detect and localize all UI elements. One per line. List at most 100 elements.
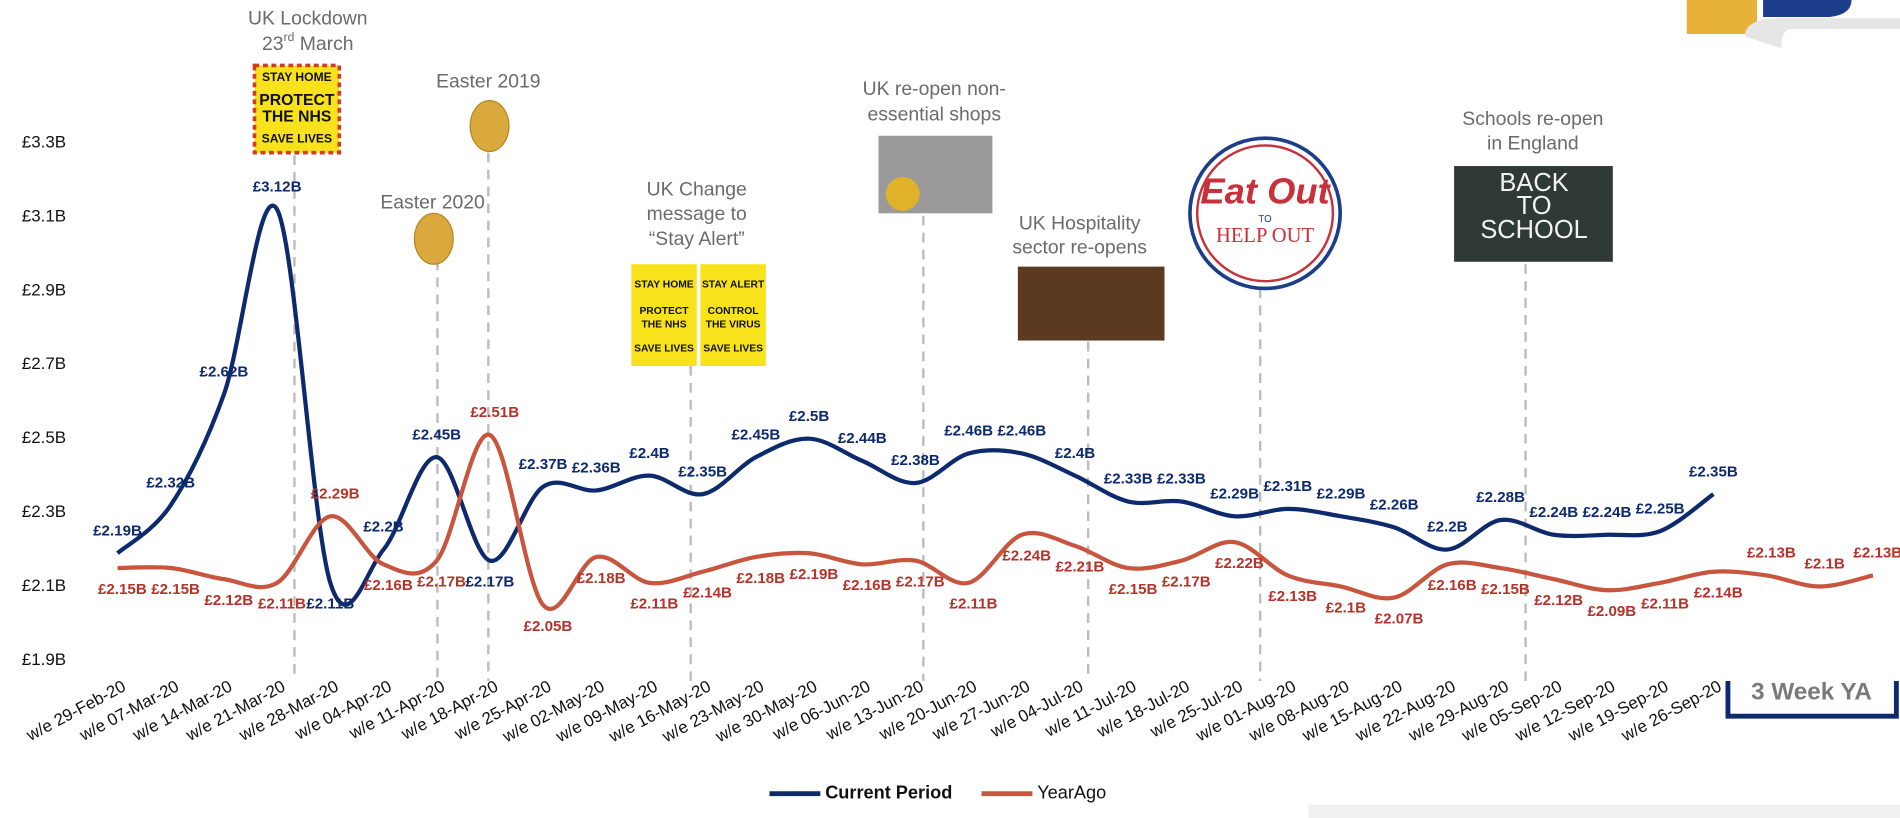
- data-label: £2.15B: [1481, 581, 1530, 598]
- data-label: £2.35B: [678, 463, 727, 480]
- logo: [1686, 0, 1900, 49]
- data-label: £2.18B: [736, 570, 785, 587]
- annotation: Easter 2019: [436, 71, 540, 93]
- annotation: BACK: [1499, 169, 1568, 197]
- logo-circle: [1188, 136, 1342, 291]
- series-line: [116, 203, 1715, 607]
- data-label: £2.19B: [93, 522, 142, 539]
- y-tick-label: £3.3B: [22, 133, 66, 152]
- data-label: £2.29B: [1210, 485, 1259, 502]
- data-label: £2.17B: [896, 573, 945, 590]
- data-label: £2.11B: [306, 596, 354, 613]
- data-label: £2.24B: [1583, 504, 1632, 521]
- data-label: £2.29B: [311, 485, 360, 502]
- annotation: THE NHS: [262, 109, 331, 126]
- data-label: £2.4B: [1055, 445, 1095, 462]
- annotation: “Stay Alert”: [649, 228, 745, 250]
- poster: [252, 63, 342, 155]
- data-label: £2.16B: [843, 577, 892, 594]
- annotation-part: 23: [262, 33, 284, 55]
- data-label: £2.46B: [997, 423, 1046, 440]
- data-label: £2.18B: [577, 570, 626, 587]
- data-label: £2.29B: [1317, 485, 1366, 502]
- data-label: £2.45B: [412, 426, 461, 443]
- image: [1454, 166, 1613, 262]
- data-label: £2.24B: [1529, 504, 1578, 521]
- annotation: Schools re-open: [1462, 108, 1603, 130]
- data-label: £2.11B: [258, 596, 306, 613]
- data-label: £2.05B: [524, 618, 573, 635]
- data-label: £2.17B: [417, 573, 466, 590]
- annotation: STAY HOME: [634, 280, 693, 291]
- series-line: [117, 432, 1874, 611]
- data-label: £2.11B: [950, 596, 998, 613]
- data-label: £2.35B: [1689, 463, 1738, 480]
- data-label: £3.12B: [253, 179, 302, 196]
- data-label: £2.45B: [731, 426, 780, 443]
- legend-label: Current Period: [825, 783, 952, 803]
- annotation: Eat Out: [1200, 171, 1331, 212]
- y-tick-label: £2.1B: [22, 576, 66, 595]
- ya-bracket: [1725, 681, 1899, 719]
- data-label: £2.44B: [838, 430, 887, 447]
- logo-shape: [1744, 18, 1900, 49]
- annotation: STAY HOME: [262, 70, 332, 84]
- annotation-part: March: [294, 33, 353, 55]
- image: [885, 176, 920, 211]
- data-label: £2.12B: [1534, 592, 1583, 609]
- poster: [700, 264, 766, 366]
- data-label: £2.5B: [789, 408, 829, 425]
- data-label: £2.13B: [1268, 588, 1317, 605]
- data-label: £2.4B: [629, 445, 669, 462]
- data-label: £2.33B: [1104, 471, 1153, 488]
- data-label: £2.17B: [1162, 573, 1211, 590]
- data-label: £2.38B: [891, 452, 940, 469]
- annotation: THE NHS: [641, 320, 686, 331]
- y-tick-label: £2.7B: [22, 354, 66, 373]
- data-label: £2.14B: [1694, 585, 1743, 602]
- data-label: £2.33B: [1157, 471, 1206, 488]
- annotation: 23rd March: [262, 30, 354, 55]
- data-label: £2.16B: [1428, 577, 1477, 594]
- egg: [469, 100, 510, 153]
- data-label: £2.37B: [519, 456, 568, 473]
- data-label: £2.12B: [204, 592, 253, 609]
- annotation-part: rd: [284, 30, 295, 44]
- y-tick-label: £2.3B: [22, 502, 66, 521]
- data-label: £2.22B: [1215, 555, 1264, 572]
- data-label: £2.25B: [1636, 500, 1685, 517]
- data-label: £2.11B: [1641, 596, 1689, 613]
- y-tick-label: £1.9B: [22, 650, 66, 669]
- annotation: SAVE LIVES: [262, 132, 332, 146]
- legend-label: YearAgo: [1037, 783, 1106, 803]
- data-label: £2.13B: [1747, 545, 1796, 562]
- data-label: £2.15B: [98, 581, 147, 598]
- data-label: £2.13B: [1853, 545, 1900, 562]
- annotation: TO: [1517, 192, 1552, 220]
- data-label: £2.15B: [151, 581, 200, 598]
- annotation: CONTROL: [708, 306, 759, 317]
- logo-shape: [1686, 0, 1758, 34]
- annotation: UK Lockdown: [248, 8, 368, 30]
- poster: [631, 264, 697, 366]
- annotation: in England: [1487, 132, 1579, 154]
- annotation: UK re-open non-: [863, 78, 1006, 100]
- annotation: essential shops: [867, 103, 1001, 125]
- data-label: £2.07B: [1375, 610, 1424, 627]
- annotation: message to: [647, 203, 747, 225]
- annotation: HELP OUT: [1216, 225, 1315, 247]
- annotation: SAVE LIVES: [703, 344, 763, 355]
- annotation: sector re-opens: [1012, 237, 1147, 259]
- data-label: £2.28B: [1476, 489, 1525, 506]
- data-label: £2.51B: [470, 404, 519, 421]
- ya-note: 3 Week YA: [1751, 679, 1872, 706]
- annotation: PROTECT: [259, 92, 335, 109]
- data-label: £2.17B: [466, 573, 515, 590]
- data-label: £2.24B: [1002, 548, 1051, 565]
- data-label: £2.46B: [944, 423, 993, 440]
- data-label: £2.16B: [364, 577, 413, 594]
- data-label: £2.19B: [790, 566, 839, 583]
- annotation: Easter 2020: [380, 192, 485, 214]
- data-label: £2.15B: [1109, 581, 1158, 598]
